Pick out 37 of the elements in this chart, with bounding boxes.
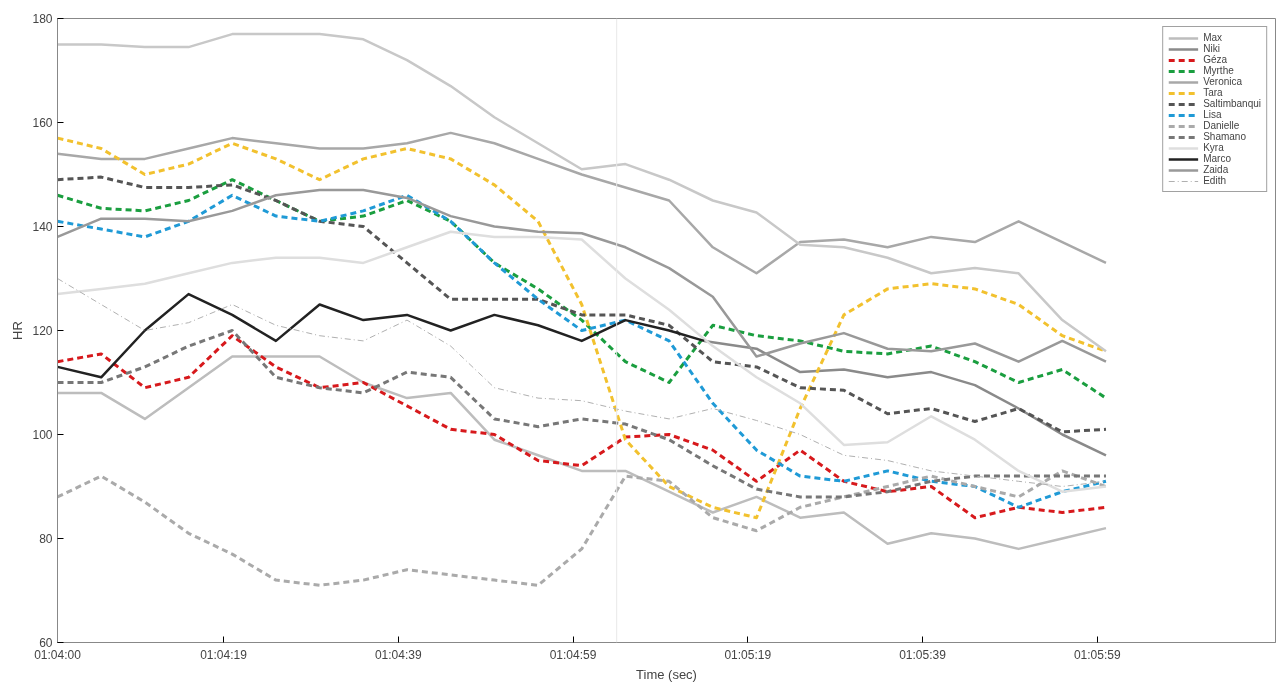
x-tick-label: 01:04:39 <box>374 647 422 662</box>
legend-label: Max <box>1203 32 1224 43</box>
x-axis-title: Time (sec) <box>636 666 697 682</box>
line-series <box>57 292 706 379</box>
y-tick-label: 160 <box>32 116 53 130</box>
legend-label: Myrthe <box>1203 65 1234 76</box>
legend-label: Géza <box>1203 54 1228 65</box>
legend-label: Kyra <box>1203 142 1224 153</box>
x-tick-label: 01:05:19 <box>724 647 772 662</box>
y-tick-label: 100 <box>32 428 53 442</box>
line-series <box>57 355 1108 551</box>
line-series <box>57 131 1108 275</box>
y-axis-title: HR <box>10 321 26 340</box>
line-series <box>57 32 1108 353</box>
legend-label: Zaida <box>1203 164 1229 175</box>
line-series <box>702 339 1108 457</box>
y-tick-label: 120 <box>32 324 53 338</box>
legend-label: Saltimbanqui <box>1203 98 1261 109</box>
legend-label: Shamano <box>1203 131 1246 142</box>
line-series <box>57 188 1108 363</box>
x-tick-label: 01:04:59 <box>549 647 597 662</box>
y-tick-label: 60 <box>39 636 53 650</box>
legend-label: Marco <box>1203 153 1231 164</box>
x-tick-label: 01:04:19 <box>200 647 248 662</box>
legend-label: Danielle <box>1203 120 1240 131</box>
legend-label: Veronica <box>1203 76 1243 87</box>
legend-label: Edith <box>1203 175 1226 186</box>
y-tick-label: 80 <box>39 532 53 546</box>
y-tick-label: 140 <box>32 220 53 234</box>
legend-label: Tara <box>1203 87 1224 98</box>
legend-label: Lisa <box>1203 109 1222 120</box>
legend-label: Niki <box>1203 43 1221 54</box>
x-tick-label: 01:05:59 <box>1073 647 1121 662</box>
x-tick-label: 01:04:00 <box>34 647 82 662</box>
line-series <box>57 193 1108 509</box>
x-tick-label: 01:05:39 <box>899 647 947 662</box>
y-tick-label: 180 <box>32 12 53 26</box>
